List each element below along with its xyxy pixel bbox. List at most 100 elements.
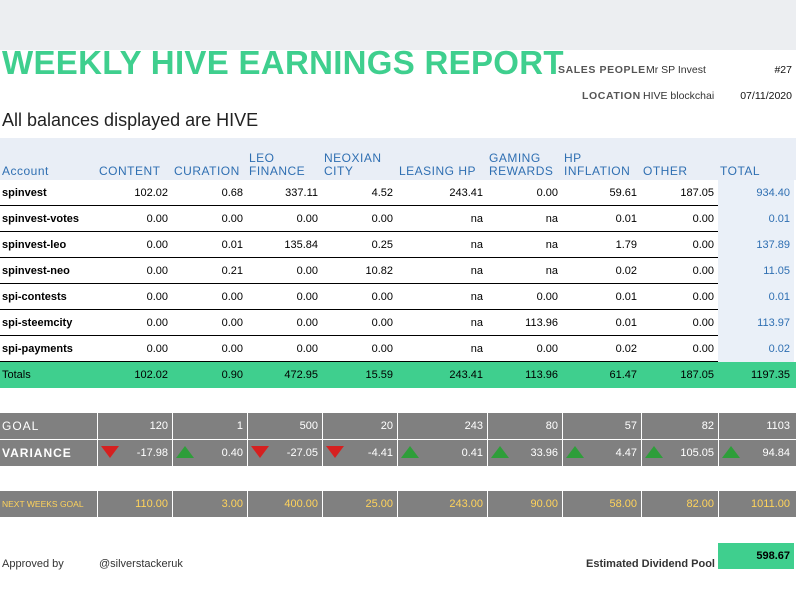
row-divider [0, 309, 718, 310]
table-cell: 0.00 [221, 317, 243, 329]
next-goal-cell: 90.00 [530, 498, 558, 510]
row-total: 0.01 [768, 291, 790, 303]
table-cell: 0.00 [146, 239, 168, 251]
column-header-account: Account [2, 164, 49, 178]
table-cell: 0.00 [371, 317, 393, 329]
next-goal-cell: 25.00 [365, 498, 393, 510]
goal-cell: 120 [149, 420, 168, 432]
account-name[interactable]: spi-payments [2, 343, 73, 355]
table-cell: 0.00 [692, 239, 714, 251]
goal-cell: 80 [545, 420, 558, 432]
cell-separator [562, 491, 563, 517]
table-row: spinvest 102.02 0.68 337.11 4.52 243.41 0.00 59… [0, 180, 796, 206]
table-cell: 10.82 [365, 265, 393, 277]
account-name[interactable]: spinvest-votes [2, 213, 80, 225]
table-cell: 0.00 [146, 291, 168, 303]
account-name[interactable]: spinvest-leo [2, 239, 67, 251]
variance-cell: 0.41 [461, 447, 483, 459]
table-cell: na [470, 213, 483, 225]
arrow-up-icon [401, 446, 419, 458]
table-cell: na [470, 265, 483, 277]
table-cell: 0.00 [692, 265, 714, 277]
table-cell: na [545, 265, 558, 277]
cell-separator [172, 413, 173, 439]
cell-separator [247, 491, 248, 517]
goal-cell: 20 [380, 420, 393, 432]
arrow-down-icon [326, 446, 344, 458]
variance-cell: -4.41 [367, 447, 393, 459]
table-cell: 243.41 [449, 187, 483, 199]
totals-row: Totals 102.02 0.90 472.95 15.59 243.41 113.96 6… [0, 362, 796, 388]
table-cell: 0.00 [146, 317, 168, 329]
table-cell: 0.00 [536, 343, 558, 355]
column-header-leasing-hp: LEASING HP [399, 164, 477, 178]
table-cell: 0.00 [296, 213, 318, 225]
next-goal-cell: 400.00 [284, 498, 318, 510]
goal-cell: 243 [464, 420, 483, 432]
arrow-up-icon [176, 446, 194, 458]
arrow-up-icon [645, 446, 663, 458]
table-header [0, 138, 796, 180]
row-total: 934.40 [756, 187, 790, 199]
table-cell: 337.11 [285, 187, 318, 199]
next-goal-row: NEXT WEEKS GOAL 110.00 3.00 400.00 25.00 243.… [0, 491, 796, 517]
account-name[interactable]: spi-steemcity [2, 317, 73, 329]
location-value: HIVE blockchai [643, 90, 715, 102]
report-number: #27 [774, 64, 792, 76]
location-label: LOCATION [582, 90, 641, 102]
table-cell: 0.00 [692, 317, 714, 329]
cell-separator [397, 491, 398, 517]
cell-separator [718, 440, 719, 466]
column-header-curation: CURATION [174, 164, 240, 178]
goal-cell: 1103 [766, 420, 790, 432]
table-cell: 0.00 [296, 343, 318, 355]
top-band [0, 0, 796, 50]
variance-label: VARIANCE [2, 446, 72, 460]
table-cell: 0.00 [221, 343, 243, 355]
arrow-down-icon [101, 446, 119, 458]
dividend-pool-value: 598.67 [718, 543, 794, 569]
arrow-down-icon [251, 446, 269, 458]
sales-people-label: SALES PEOPLE [558, 64, 646, 76]
variance-cell: -17.98 [136, 447, 168, 459]
row-divider [0, 283, 718, 284]
cell-separator [487, 413, 488, 439]
approved-by-label: Approved by [2, 558, 64, 570]
column-header-leo-finance: LEO FINANCE [249, 151, 306, 178]
report-date: 07/11/2020 [740, 90, 792, 102]
table-cell: 113.96 [525, 317, 558, 329]
totals-cell: 187.05 [680, 369, 714, 381]
totals-cell: 472.95 [284, 369, 318, 381]
next-goal-label: NEXT WEEKS GOAL [2, 499, 84, 509]
column-header-content: CONTENT [99, 164, 161, 178]
table-cell: 0.00 [371, 213, 393, 225]
account-name[interactable]: spinvest [2, 187, 47, 199]
account-name[interactable]: spinvest-neo [2, 265, 70, 277]
next-goal-cell: 243.00 [449, 498, 483, 510]
cell-separator [247, 413, 248, 439]
totals-cell: 15.59 [365, 369, 393, 381]
variance-cell: 0.40 [221, 447, 243, 459]
totals-cell: 243.41 [449, 369, 483, 381]
table-cell: 0.00 [146, 213, 168, 225]
table-cell: 0.00 [371, 291, 393, 303]
goal-label: GOAL [2, 419, 40, 433]
row-total: 0.01 [768, 213, 790, 225]
cell-separator [641, 413, 642, 439]
table-cell: na [470, 317, 483, 329]
account-name[interactable]: spi-contests [2, 291, 67, 303]
variance-cell: 4.47 [615, 447, 637, 459]
table-cell: 0.01 [615, 291, 637, 303]
table-cell: 0.68 [221, 187, 243, 199]
row-divider [0, 361, 718, 362]
cell-separator [322, 413, 323, 439]
table-cell: 0.00 [146, 343, 168, 355]
totals-cell: 0.90 [221, 369, 243, 381]
column-header-total: TOTAL [720, 164, 761, 178]
next-goal-cell: 1011.00 [751, 498, 790, 510]
cell-separator [641, 440, 642, 466]
cell-separator [641, 491, 642, 517]
table-cell: 0.21 [221, 265, 243, 277]
table-cell: na [470, 239, 483, 251]
approved-by-value: @silverstackeruk [99, 558, 183, 570]
